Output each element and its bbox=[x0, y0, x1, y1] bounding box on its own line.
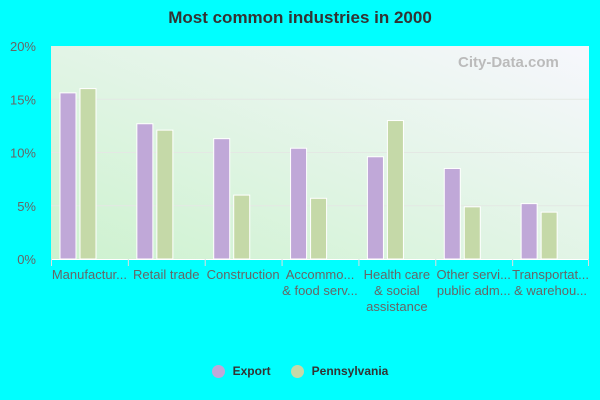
x-category-label: Other servi... bbox=[437, 267, 511, 282]
bar-export[interactable] bbox=[213, 138, 231, 260]
bar-export[interactable] bbox=[136, 123, 154, 260]
legend-item[interactable]: Pennsylvania bbox=[290, 364, 389, 378]
legend-swatch bbox=[211, 364, 225, 378]
bar-export[interactable] bbox=[366, 156, 384, 260]
chart-title: Most common industries in 2000 bbox=[168, 8, 432, 27]
y-tick-label: 10% bbox=[10, 146, 36, 161]
bar-export[interactable] bbox=[59, 92, 77, 260]
legend: Export Pennsylvania bbox=[0, 364, 600, 381]
x-category-label: Accommo... bbox=[286, 267, 355, 282]
x-category-label: public adm... bbox=[437, 283, 511, 298]
bar-pennsylvania[interactable] bbox=[79, 88, 97, 260]
bar-pennsylvania[interactable] bbox=[386, 120, 404, 260]
bar-export[interactable] bbox=[443, 167, 461, 260]
x-category-label: Construction bbox=[207, 267, 280, 282]
bar-export[interactable] bbox=[290, 147, 308, 260]
y-tick-label: 0% bbox=[17, 252, 36, 267]
legend-item[interactable]: Export bbox=[211, 364, 271, 378]
x-category-label: assistance bbox=[366, 299, 427, 314]
x-category-label: Transportat... bbox=[512, 267, 589, 282]
y-tick-label: 5% bbox=[17, 199, 36, 214]
x-category-label: & warehou... bbox=[514, 283, 587, 298]
x-category-label: Manufactur... bbox=[52, 267, 127, 282]
legend-label: Pennsylvania bbox=[311, 364, 389, 378]
bar-pennsylvania[interactable] bbox=[233, 194, 251, 260]
legend-label: Export bbox=[232, 364, 271, 378]
watermark: City-Data.com bbox=[458, 54, 559, 71]
y-tick-label: 15% bbox=[10, 92, 36, 107]
x-category-label: Retail trade bbox=[133, 267, 199, 282]
bar-pennsylvania[interactable] bbox=[540, 211, 558, 260]
legend-swatch bbox=[290, 364, 304, 378]
x-category-label: & social bbox=[374, 283, 420, 298]
x-category-label: & food serv... bbox=[282, 283, 358, 298]
bar-pennsylvania[interactable] bbox=[156, 129, 174, 260]
bar-pennsylvania[interactable] bbox=[463, 206, 481, 260]
bar-pennsylvania[interactable] bbox=[310, 197, 328, 260]
bar-export[interactable] bbox=[520, 203, 538, 260]
y-tick-label: 20% bbox=[10, 39, 36, 54]
x-category-label: Health care bbox=[364, 267, 430, 282]
